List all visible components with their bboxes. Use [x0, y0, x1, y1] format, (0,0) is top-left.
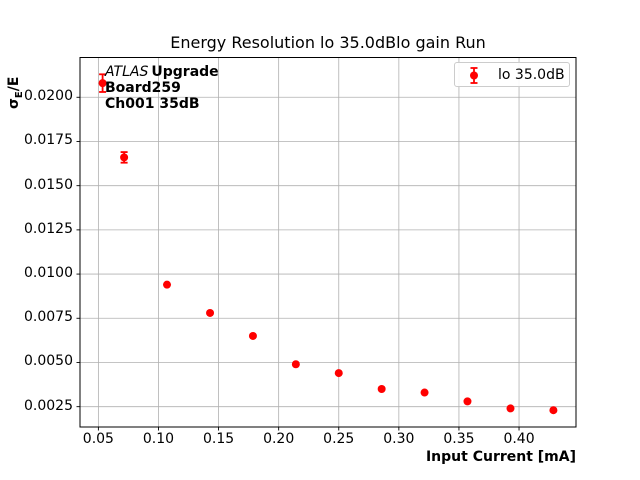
legend-errorbar-marker-icon [470, 66, 478, 84]
x-tick-label: 0.05 [82, 431, 114, 447]
annotation-line-experiment: ATLAS Upgrade [105, 64, 219, 80]
annotation-line-channel: Ch001 35dB [105, 96, 200, 112]
data-point [377, 384, 386, 393]
data-point [206, 308, 215, 317]
x-axis-label: Input Current [mA] [425, 449, 576, 465]
y-tick-label: 0.0050 [24, 353, 73, 370]
annotation-tag: Upgrade [151, 64, 219, 80]
y-tick-label: 0.0025 [24, 397, 73, 414]
experiment-name: ATLAS [105, 64, 149, 80]
data-point [506, 404, 515, 413]
annotation-line-board: Board259 [105, 80, 181, 96]
x-tick-label: 0.15 [202, 431, 235, 447]
x-tick-label: 0.20 [263, 431, 295, 447]
data-point [463, 397, 472, 406]
x-tick-label: 0.35 [443, 431, 475, 447]
data-point [549, 406, 558, 415]
x-tick-label: 0.25 [323, 431, 355, 447]
data-point [98, 79, 107, 88]
x-tick-label: 0.10 [142, 431, 175, 447]
axes-frame [79, 57, 577, 428]
y-tick-label: 0.0150 [24, 176, 73, 193]
y-tick-label: 0.0200 [24, 88, 73, 105]
y-tick-label: 0.0100 [24, 265, 73, 282]
data-point [248, 331, 257, 340]
y-tick-label: 0.0175 [24, 132, 73, 149]
data-point [291, 360, 300, 369]
y-tick-label: 0.0125 [24, 220, 73, 237]
data-point [334, 369, 343, 378]
x-tick-label: 0.40 [503, 431, 535, 447]
y-tick-label: 0.0075 [24, 309, 73, 326]
data-point [120, 153, 129, 162]
annotation-block: ATLAS Upgrade Board259 Ch001 35dB [105, 64, 219, 112]
legend-box: lo 35.0dB [454, 62, 570, 87]
legend-label: lo 35.0dB [498, 66, 565, 83]
data-point [420, 388, 429, 397]
chart-title: Energy Resolution lo 35.0dBlo gain Run [170, 33, 486, 52]
x-tick-label: 0.30 [383, 431, 415, 447]
data-point [163, 280, 172, 289]
